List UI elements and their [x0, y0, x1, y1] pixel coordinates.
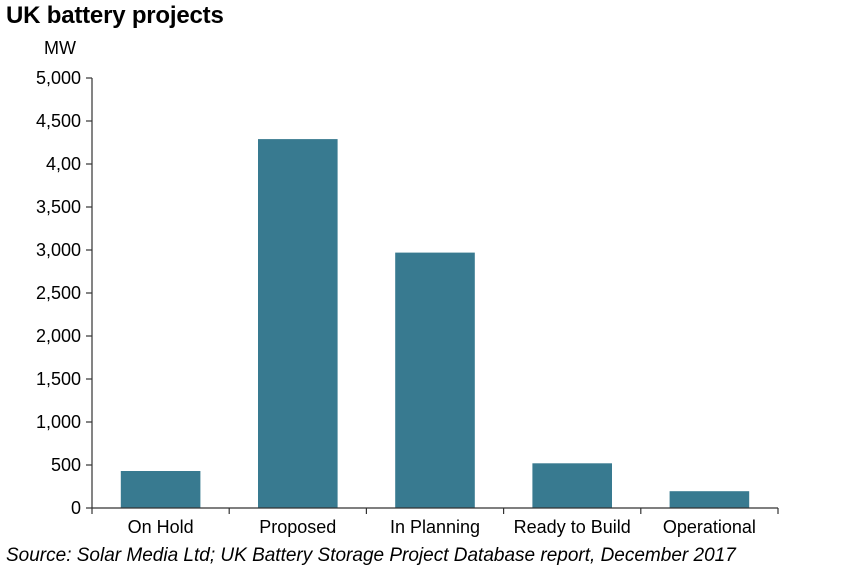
bar-in-planning [395, 252, 475, 508]
y-axis-unit-label: MW [44, 38, 76, 58]
y-tick-label: 3,500 [36, 197, 81, 217]
y-tick-label: 1,500 [36, 369, 81, 389]
y-tick-label: 1,000 [36, 412, 81, 432]
bar-ready-to-build [532, 463, 612, 508]
y-tick-label: 4,00 [46, 154, 81, 174]
x-category-label: Ready to Build [514, 517, 631, 537]
x-category-label: Proposed [259, 517, 336, 537]
y-tick-label: 3,000 [36, 240, 81, 260]
y-tick-label: 500 [51, 455, 81, 475]
y-tick-label: 5,000 [36, 68, 81, 88]
x-category-label: On Hold [128, 517, 194, 537]
x-category-label: Operational [663, 517, 756, 537]
axes-layer: 0 500 1,000 1,500 2,000 2,500 3,000 3,500 4,00 4,… [36, 68, 779, 537]
bars-layer [120, 139, 750, 508]
y-tick-label: 4,500 [36, 111, 81, 131]
bar-operational [669, 491, 750, 508]
y-tick-label: 2,000 [36, 326, 81, 346]
bar-proposed [258, 139, 338, 508]
y-tick-label: 2,500 [36, 283, 81, 303]
chart-title: UK battery projects [6, 2, 224, 29]
source-note: Source: Solar Media Ltd; UK Battery Stor… [6, 545, 736, 566]
bar-on-hold [120, 471, 201, 508]
x-category-label: In Planning [390, 517, 480, 537]
y-tick-label: 0 [71, 498, 81, 518]
